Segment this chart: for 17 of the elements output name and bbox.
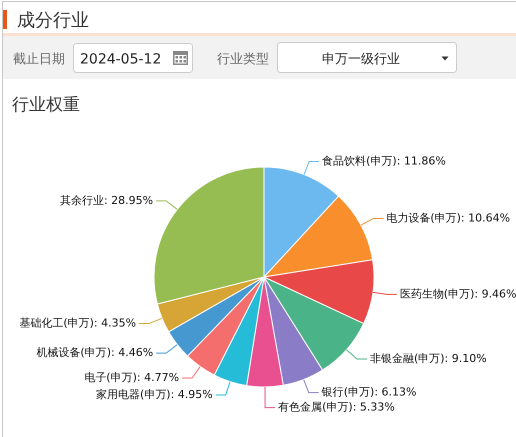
slice-label: 电子(申万): 4.77% <box>84 370 180 384</box>
text: 2024-05-12 <box>80 52 162 68</box>
slice-label: 电力设备(申万): 10.64% <box>386 211 510 225</box>
slice-label: 银行(申万): 6.13% <box>320 386 416 399</box>
slice-label: 其余行业: 28.95% <box>60 194 154 207</box>
slice-label: 医药生物(申万): 9.46% <box>400 287 516 300</box>
chart-title: 行业权重 <box>12 95 80 115</box>
text: 成分行业 <box>17 10 89 31</box>
text: 行业类型 <box>217 52 269 67</box>
slice-label: 基础化工(申万): 4.35% <box>19 316 136 330</box>
text: 申万一级行业 <box>322 52 400 67</box>
slice-label: 非银金融(申万): 9.10% <box>370 352 487 366</box>
text: 截止日期 <box>13 52 65 67</box>
slice-label: 机械设备(申万): 4.46% <box>36 346 154 360</box>
slice-label: 有色金属(申万): 5.33% <box>278 400 395 414</box>
slice-label: 家用电器(申万): 4.95% <box>96 388 213 401</box>
slice-label: 食品饮料(申万): 11.86% <box>322 154 446 168</box>
